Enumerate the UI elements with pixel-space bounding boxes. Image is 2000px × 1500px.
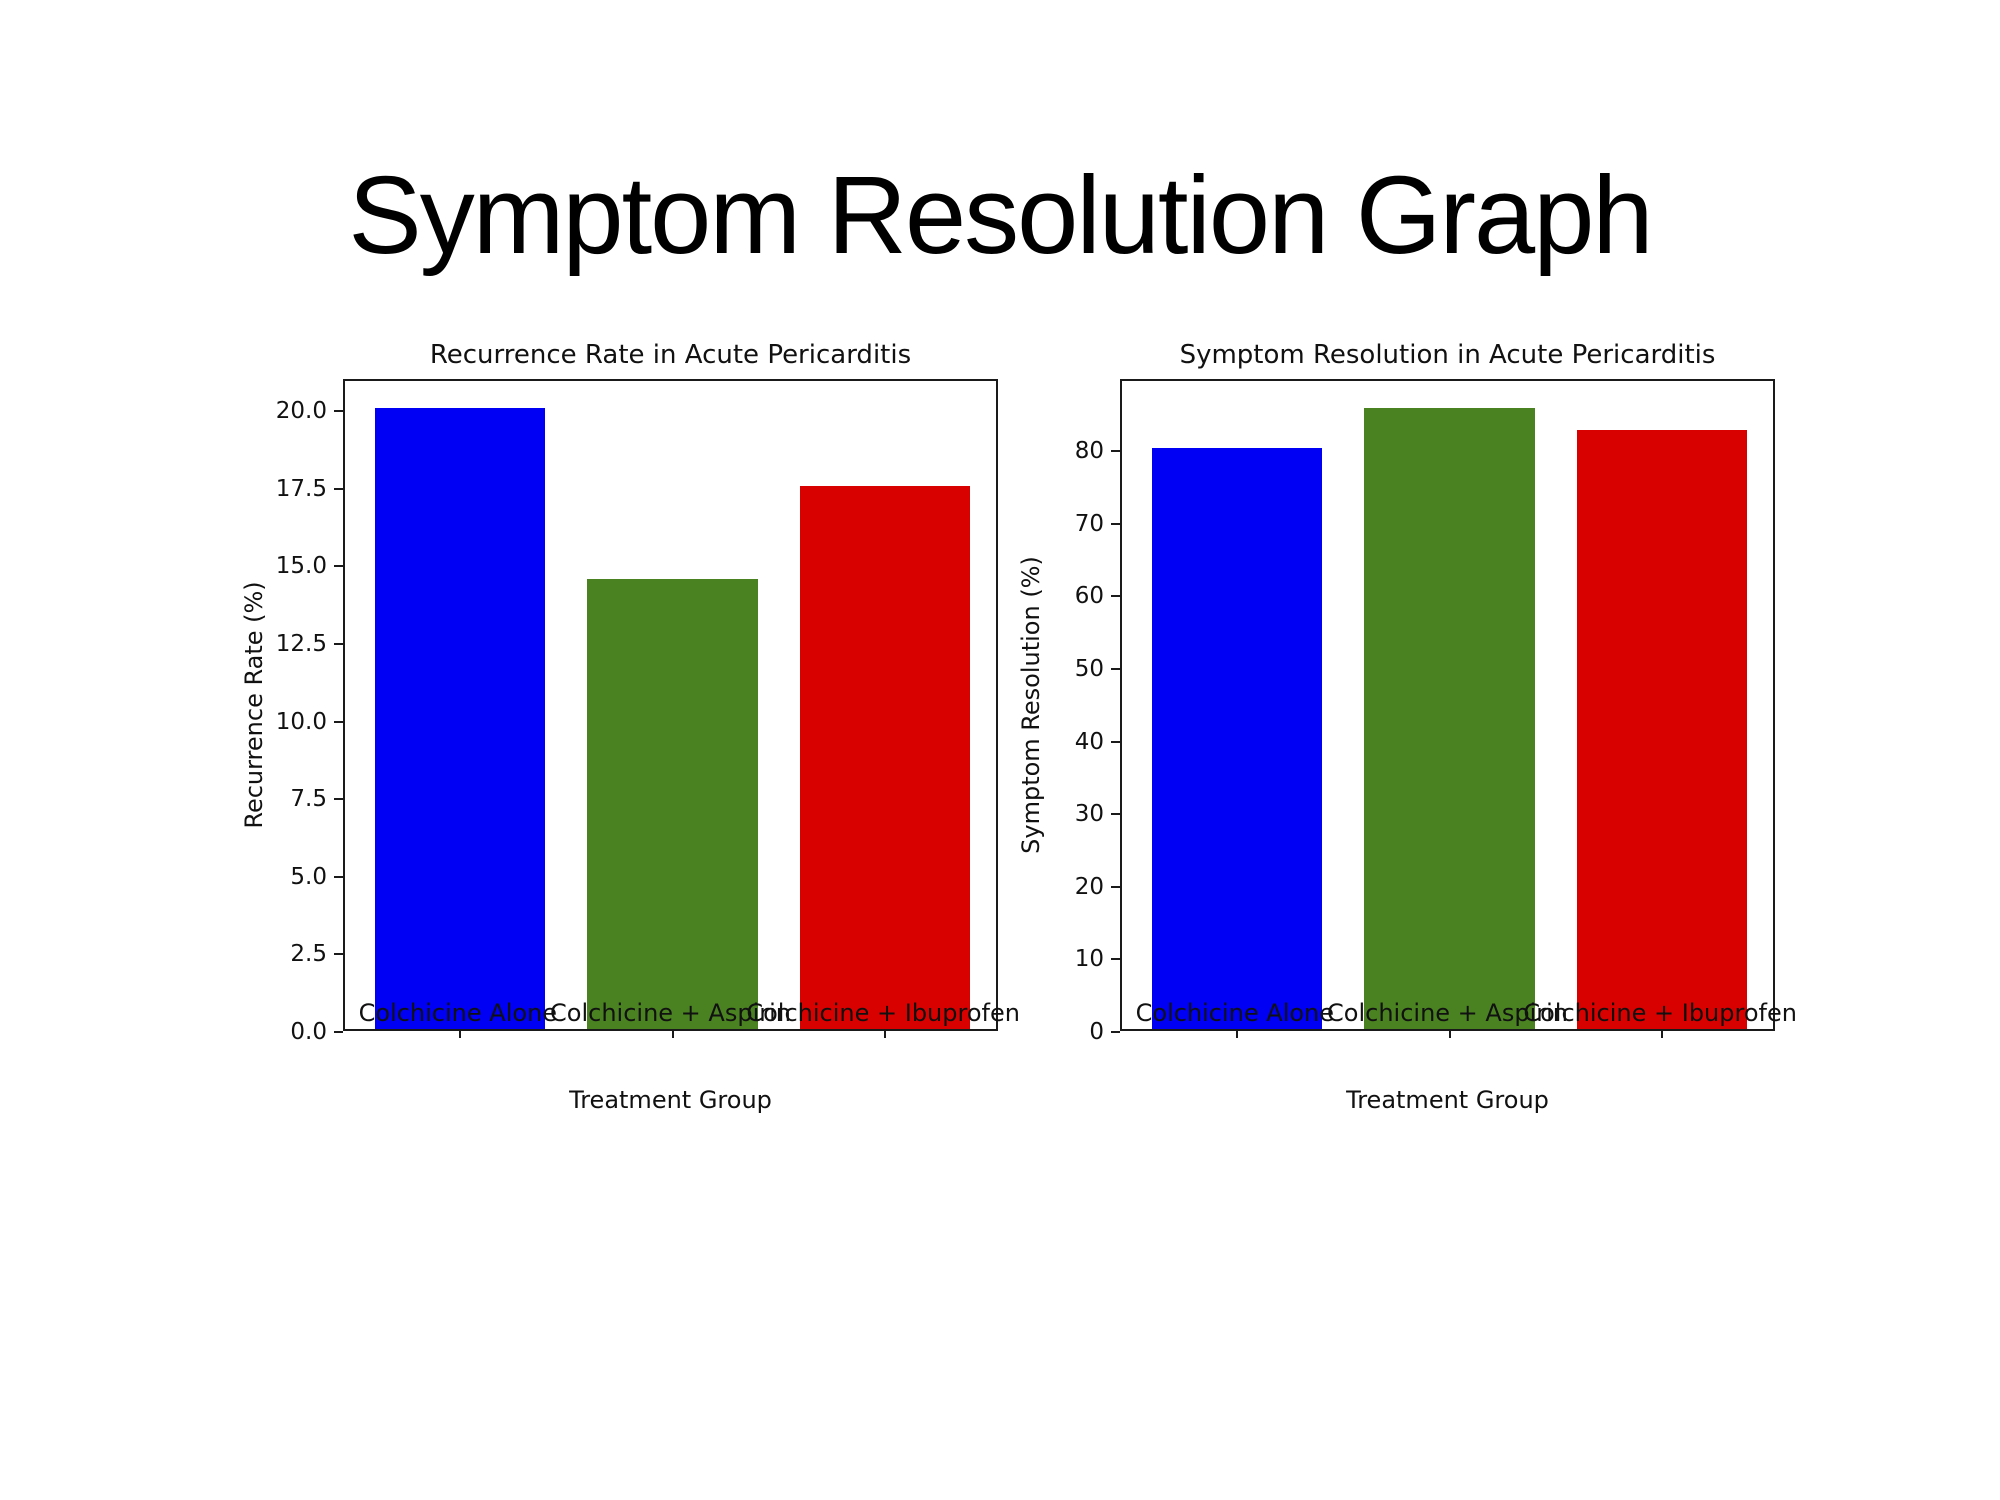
y-tick-mark: [1111, 450, 1120, 453]
y-tick-mark: [1111, 667, 1120, 670]
x-tick-label: Colchicine + Aspirin: [550, 999, 791, 1027]
y-tick-label: 15.0: [275, 553, 327, 580]
chart-title: Recurrence Rate in Acute Pericarditis: [429, 340, 912, 370]
y-tick-mark: [334, 875, 343, 878]
y-tick-mark: [334, 1031, 343, 1033]
y-tick-mark: [334, 487, 343, 490]
x-axis-label: Treatment Group: [569, 1086, 772, 1114]
y-tick-mark: [1111, 595, 1120, 598]
y-tick-label: 17.5: [275, 475, 327, 502]
y-tick-mark: [1111, 1031, 1120, 1033]
y-tick-mark: [1111, 885, 1120, 888]
y-tick-mark: [1111, 740, 1120, 743]
y-tick-label: 7.5: [290, 786, 327, 813]
x-tick-mark: [1661, 1029, 1664, 1038]
y-tick-label: 60: [1074, 583, 1104, 610]
y-tick-mark: [334, 953, 343, 956]
x-tick-mark: [458, 1029, 461, 1038]
y-tick-label: 80: [1074, 438, 1104, 465]
y-tick-label: 5.0: [290, 863, 327, 890]
y-tick-mark: [1111, 813, 1120, 816]
y-tick-label: 40: [1074, 728, 1104, 755]
y-tick-label: 2.5: [290, 941, 327, 968]
plot-area: 0 10 20 30 40 50 60 70 80: [1075, 379, 1775, 1045]
y-tick-mark: [334, 642, 343, 645]
symptom-resolution-chart: Symptom Resolution in Acute Pericarditis…: [1005, 336, 1805, 1136]
y-tick-label: 0.0: [290, 1019, 327, 1045]
bar-colchicine-aspirin: [587, 578, 758, 1029]
y-tick-mark: [334, 410, 343, 413]
chart-title: Symptom Resolution in Acute Pericarditis: [1179, 340, 1716, 370]
y-tick-mark: [1111, 522, 1120, 525]
y-tick-mark: [1111, 958, 1120, 961]
bar-colchicine-aspirin: [1364, 408, 1535, 1029]
x-tick-label: Colchicine Alone: [1135, 999, 1335, 1027]
y-tick-label: 10.0: [275, 708, 327, 735]
x-tick-mark: [1235, 1029, 1238, 1038]
x-tick-label: Colchicine + Ibuprofen: [1523, 999, 1797, 1027]
bar-colchicine-ibuprofen: [1577, 430, 1748, 1029]
y-tick-label: 12.5: [275, 630, 327, 657]
x-tick-label: Colchicine Alone: [358, 999, 558, 1027]
x-tick-label: Colchicine + Ibuprofen: [746, 999, 1020, 1027]
y-tick-label: 20.0: [275, 398, 327, 425]
bar-colchicine-alone: [1151, 448, 1322, 1029]
y-tick-label: 70: [1074, 510, 1104, 537]
y-tick-label: 50: [1074, 655, 1104, 682]
slide-title: Symptom Resolution Graph: [348, 153, 1653, 277]
y-tick-mark: [334, 565, 343, 568]
x-tick-label: Colchicine + Aspirin: [1327, 999, 1568, 1027]
x-tick-mark: [1448, 1029, 1451, 1038]
plot-area: 0.0 2.5 5.0 7.5 10.0 12.5 15.0 17.5 20.0: [276, 379, 998, 1045]
y-tick-label: 0: [1089, 1019, 1104, 1045]
x-axis-label: Treatment Group: [1346, 1086, 1549, 1114]
bar-colchicine-alone: [374, 408, 545, 1029]
x-tick-mark: [671, 1029, 674, 1038]
x-tick-mark: [884, 1029, 887, 1038]
y-tick-mark: [334, 798, 343, 801]
y-tick-label: 30: [1074, 801, 1104, 828]
y-tick-mark: [334, 720, 343, 723]
y-tick-label: 10: [1074, 946, 1104, 973]
y-tick-label: 20: [1074, 873, 1104, 900]
recurrence-rate-chart: Recurrence Rate in Acute Pericarditis Re…: [228, 336, 1028, 1136]
bar-colchicine-ibuprofen: [800, 485, 971, 1029]
